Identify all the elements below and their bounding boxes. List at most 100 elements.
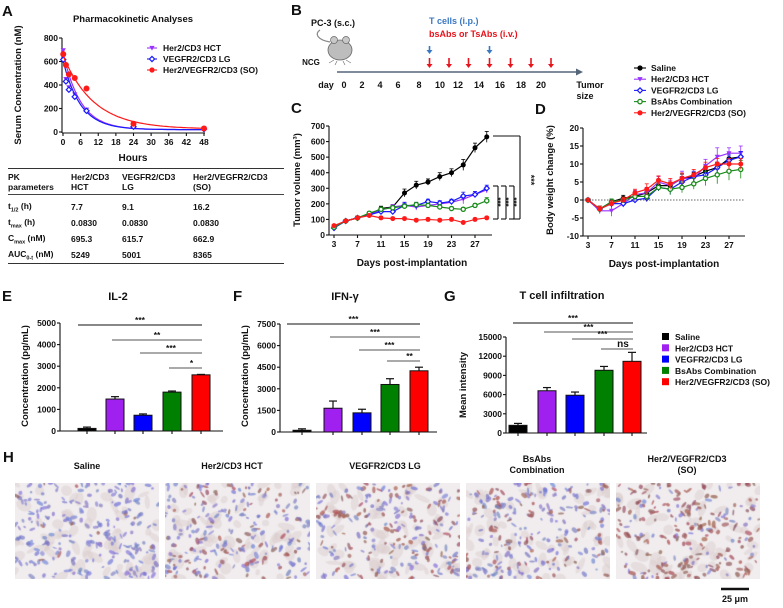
micrograph-caption: Her2/CD3 HCT xyxy=(201,461,263,471)
data-point xyxy=(401,203,408,209)
y-tick-label: 500 xyxy=(311,152,325,162)
chart-title: IL-2 xyxy=(108,291,128,303)
antibody-injection-label: bsAbs or TsAbs (i.v.) xyxy=(429,29,518,39)
value-cell: 0.0830 xyxy=(193,218,219,228)
legend-label: BsAbs Combination xyxy=(651,97,732,107)
bar-0 xyxy=(508,424,528,434)
legend-label: Her2/CD3 HCT xyxy=(651,74,710,84)
y-axis-label: Tumor volume (mm³) xyxy=(292,133,303,227)
x-tick-label: 30 xyxy=(146,137,156,147)
mouse-strain-label: NCG xyxy=(302,58,320,67)
day-tick-label: 12 xyxy=(453,80,463,90)
bar-2 xyxy=(133,414,153,432)
y-tick-label: 1000 xyxy=(37,404,56,414)
legend-label: Her2/VEGFR2/CD3 (SO) xyxy=(675,377,770,387)
antibody-arrow-icon-head xyxy=(446,64,452,68)
tumor-size-label: Tumor xyxy=(576,80,604,90)
data-point xyxy=(343,218,349,224)
data-point xyxy=(484,215,490,221)
data-point xyxy=(425,216,431,222)
data-point xyxy=(726,168,732,174)
y-tick-label: -10 xyxy=(567,231,580,241)
y-tick-label: 2000 xyxy=(37,383,56,393)
value-cell: 9.1 xyxy=(122,202,134,212)
unit: (h) xyxy=(18,200,32,211)
data-point xyxy=(448,205,455,212)
y-tick-label: 5000 xyxy=(37,318,56,328)
data-point xyxy=(413,182,419,188)
parameter-label: t1/2 (h) xyxy=(8,201,71,214)
header-cell: PK parameters xyxy=(8,172,71,192)
x-tick-label: 42 xyxy=(182,137,192,147)
legend-marker xyxy=(637,110,643,116)
data-point xyxy=(65,71,72,78)
legend-label: VEGFR2/CD3 LG xyxy=(163,54,231,64)
y-tick-label: 700 xyxy=(311,121,325,131)
legend-label: VEGFR2/CD3 LG xyxy=(651,85,719,95)
x-axis-label: Days post-implantation xyxy=(609,259,720,270)
pk-table-row: AUC0-t (nM) 5249 5001 8365 xyxy=(8,247,284,263)
subscript: 1/2 xyxy=(10,207,19,214)
legend-label: Her2/CD3 HCT xyxy=(163,43,222,53)
legend-swatch xyxy=(662,378,669,386)
y-tick-label: 400 xyxy=(44,80,58,90)
significance-label: *** xyxy=(135,315,146,325)
day-tick-label: 14 xyxy=(474,80,484,90)
panel-label-d: D xyxy=(535,101,546,118)
significance-label: ** xyxy=(406,351,413,361)
significance-label: *** xyxy=(568,313,579,323)
value-cell: 662.9 xyxy=(193,234,215,244)
significance-label: *** xyxy=(385,340,396,350)
data-point xyxy=(425,202,431,209)
bar-1 xyxy=(105,398,125,432)
significance-label: *** xyxy=(493,197,502,207)
data-point xyxy=(71,74,78,81)
y-axis-label: Concentration (pg/mL) xyxy=(240,325,251,427)
y-tick-label: 6000 xyxy=(257,341,276,351)
y-tick-label: 0 xyxy=(497,428,502,438)
x-tick-label: 12 xyxy=(94,137,104,147)
x-tick-label: 27 xyxy=(470,239,480,249)
subscript: max xyxy=(10,223,22,230)
y-tick-label: 12000 xyxy=(478,351,502,361)
y-tick-label: 4000 xyxy=(37,340,56,350)
legend-label: BsAbs Combination xyxy=(675,366,756,376)
subscript: 0-t xyxy=(26,255,34,262)
micrograph-caption: VEGFR2/CD3 LG xyxy=(349,461,421,471)
value-cell: 7.7 xyxy=(71,202,83,212)
y-tick-label: 0 xyxy=(271,427,276,437)
data-point xyxy=(714,161,720,167)
y-tick-label: 15 xyxy=(570,141,580,151)
tcell-arrow-icon-head xyxy=(426,50,433,54)
x-tick-label: 3 xyxy=(586,240,591,250)
data-point xyxy=(130,120,137,127)
legend-swatch xyxy=(662,366,669,374)
data-point xyxy=(389,208,397,215)
y-axis-label: Serum Concentration (nM) xyxy=(13,25,24,144)
data-point xyxy=(390,216,396,222)
data-point xyxy=(483,197,490,204)
significance-label: *** xyxy=(166,343,177,353)
data-point xyxy=(402,190,407,196)
pk-parameters-table: PK parameters Her2/CD3 HCT VEGFR2/CD3 LG He… xyxy=(8,168,284,264)
pk-table-row: tmax (h) 0.0830 0.0830 0.0830 xyxy=(8,215,284,231)
micrograph-caption: Saline xyxy=(74,461,101,471)
significance-label: *** xyxy=(509,197,518,207)
y-tick-label: 800 xyxy=(44,33,58,43)
data-point xyxy=(83,85,90,92)
symbol: AUC xyxy=(8,248,27,259)
y-tick-label: 5 xyxy=(574,177,579,187)
data-point xyxy=(714,172,721,178)
mouse-icon xyxy=(316,29,353,66)
data-point xyxy=(459,192,467,200)
data-point xyxy=(437,217,443,223)
pk-table-row: Cmax (nM) 695.3 615.7 662.9 xyxy=(8,231,284,247)
header-line: PK xyxy=(8,172,20,182)
data-point xyxy=(609,208,614,214)
data-point xyxy=(449,216,454,222)
y-tick-label: 200 xyxy=(311,199,325,209)
y-tick-label: 9000 xyxy=(483,370,502,380)
antibody-arrow-icon-head xyxy=(528,64,534,68)
y-tick-label: 0 xyxy=(53,127,58,137)
legend-marker xyxy=(637,98,643,105)
